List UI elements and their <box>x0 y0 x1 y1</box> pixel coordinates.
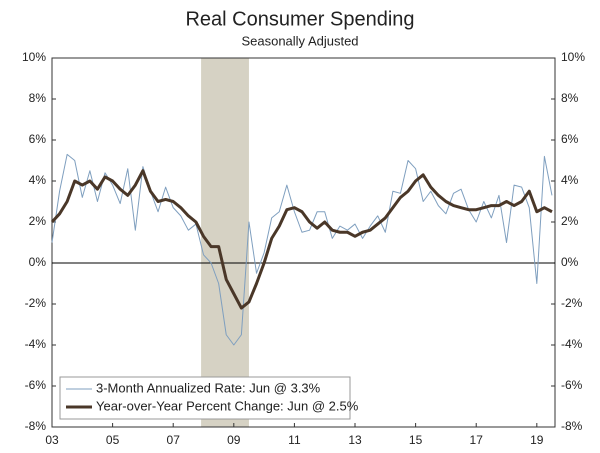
y2-tick-label: 8% <box>561 91 579 105</box>
x-tick-label: 11 <box>288 433 301 447</box>
x-tick-label: 19 <box>530 433 544 447</box>
chart-subtitle: Seasonally Adjusted <box>241 33 358 48</box>
x-tick-label: 03 <box>45 433 59 447</box>
x-tick-label: 15 <box>409 433 423 447</box>
y2-tick-label: 6% <box>561 132 579 146</box>
y2-tick-label: -8% <box>561 419 583 433</box>
y-tick-label: 4% <box>29 173 47 187</box>
y2-tick-label: 4% <box>561 173 579 187</box>
x-tick-label: 09 <box>227 433 241 447</box>
y2-tick-label: 0% <box>561 255 579 269</box>
legend-label: Year-over-Year Percent Change: Jun @ 2.5… <box>96 398 359 413</box>
y-tick-label: 10% <box>22 50 46 64</box>
series-line <box>51 153 553 346</box>
x-tick-label: 17 <box>470 433 484 447</box>
plot-frame <box>51 57 556 428</box>
y-tick-label: 2% <box>29 214 47 228</box>
legend-box <box>59 376 351 420</box>
y2-tick-label: -4% <box>561 337 583 351</box>
y-tick-label: -4% <box>25 337 47 351</box>
y2-tick-label: -6% <box>561 378 583 392</box>
y2-tick-label: 2% <box>561 214 579 228</box>
y-tick-label: 6% <box>29 132 47 146</box>
y-tick-label: 8% <box>29 91 47 105</box>
x-tick-label: 07 <box>167 433 181 447</box>
y-tick-label: -6% <box>25 378 47 392</box>
y2-tick-label: -2% <box>561 296 583 310</box>
y-tick-label: 0% <box>29 255 47 269</box>
series-line <box>50 169 553 310</box>
x-tick-label: 05 <box>106 433 120 447</box>
chart-title: Real Consumer Spending <box>185 8 414 30</box>
y-tick-label: -2% <box>25 296 47 310</box>
legend-label: 3-Month Annualized Rate: Jun @ 3.3% <box>96 380 321 395</box>
y2-tick-label: 10% <box>561 50 585 64</box>
x-tick-label: 13 <box>348 433 362 447</box>
y-tick-label: -8% <box>25 419 47 433</box>
